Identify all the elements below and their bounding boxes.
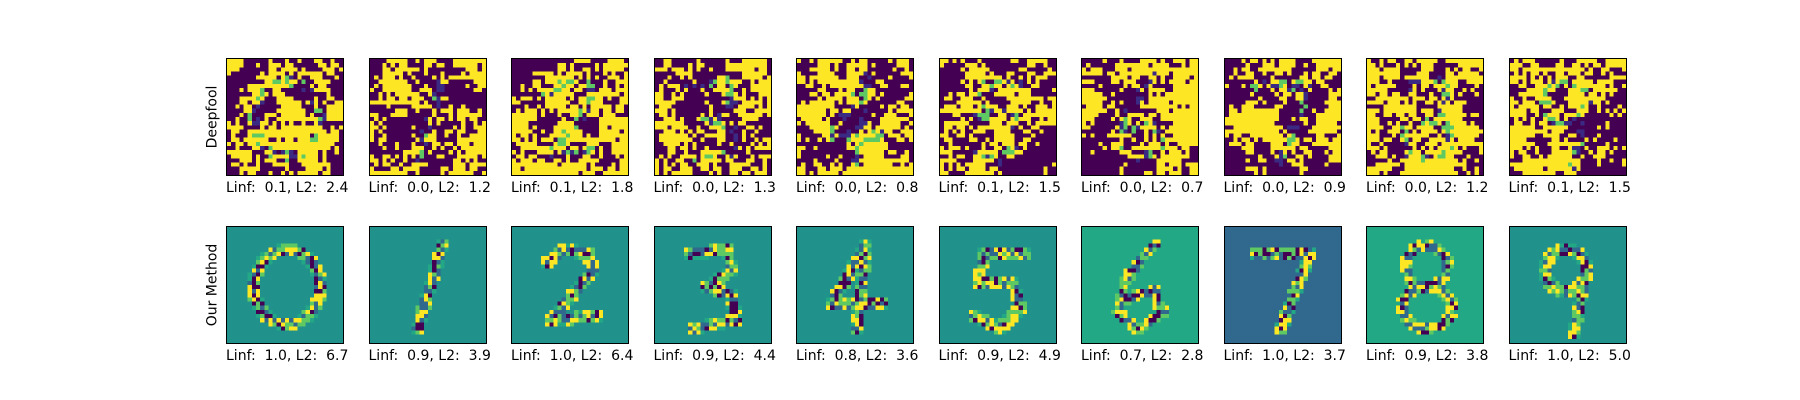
perturbation-canvas [369,227,486,343]
perturbation-canvas [654,227,771,343]
norm-caption: Linf: 0.9, L2: 3.9 [368,348,491,364]
perturbation-image-row1-digit0 [226,58,344,176]
perturbation-image-row2-digit5 [938,226,1057,344]
perturbation-canvas [939,59,1056,175]
perturbation-canvas [512,227,628,343]
perturbation-canvas [1082,227,1198,343]
perturbation-canvas [1082,59,1198,175]
norm-caption: Linf: 1.0, L2: 3.7 [1223,348,1346,364]
perturbation-canvas [227,59,343,175]
perturbation-image-row2-digit9 [1508,226,1627,344]
perturbation-canvas [1509,59,1626,175]
perturbation-image-row1-digit8 [1366,58,1484,176]
norm-caption: Linf: 0.9, L2: 3.8 [1366,348,1489,364]
norm-caption: Linf: 0.9, L2: 4.9 [938,348,1061,364]
perturbation-image-row1-digit4 [796,58,914,176]
perturbation-image-row1-digit7 [1223,58,1342,176]
perturbation-image-row2-digit6 [1081,226,1199,344]
perturbation-canvas [1367,227,1483,343]
norm-caption: Linf: 0.9, L2: 4.4 [653,348,776,364]
norm-caption: Linf: 0.0, L2: 1.3 [653,180,776,196]
norm-caption: Linf: 0.7, L2: 2.8 [1081,348,1204,364]
norm-caption: Linf: 0.0, L2: 0.9 [1223,180,1346,196]
perturbation-canvas [1509,227,1626,343]
norm-caption: Linf: 0.0, L2: 1.2 [368,180,491,196]
norm-caption: Linf: 0.0, L2: 1.2 [1366,180,1489,196]
perturbation-canvas [797,227,913,343]
perturbation-canvas [654,59,771,175]
perturbation-image-row1-digit6 [1081,58,1199,176]
perturbation-image-row2-digit0 [226,226,344,344]
perturbation-image-row1-digit9 [1508,58,1627,176]
perturbation-canvas [939,227,1056,343]
row-label-deepfool: Deepfool [203,85,220,149]
norm-caption: Linf: 0.8, L2: 3.6 [796,348,919,364]
perturbation-canvas [1224,227,1341,343]
perturbation-image-row1-digit2 [511,58,629,176]
norm-caption: Linf: 0.1, L2: 1.5 [938,180,1061,196]
perturbation-image-row2-digit8 [1366,226,1484,344]
perturbation-canvas [1224,59,1341,175]
norm-caption: Linf: 1.0, L2: 6.7 [226,348,349,364]
perturbation-image-row2-digit4 [796,226,914,344]
perturbation-image-row1-digit1 [368,58,487,176]
perturbation-image-row2-digit3 [653,226,772,344]
norm-caption: Linf: 0.0, L2: 0.7 [1081,180,1204,196]
norm-caption: Linf: 0.1, L2: 1.8 [511,180,634,196]
perturbation-image-row2-digit7 [1223,226,1342,344]
perturbation-image-row2-digit2 [511,226,629,344]
perturbation-canvas [797,59,913,175]
perturbation-canvas [512,59,628,175]
norm-caption: Linf: 1.0, L2: 5.0 [1508,348,1631,364]
row-label-our-method: Our Method [203,243,220,327]
perturbation-canvas [369,59,486,175]
perturbation-image-row1-digit3 [653,58,772,176]
norm-caption: Linf: 0.1, L2: 2.4 [226,180,349,196]
norm-caption: Linf: 0.0, L2: 0.8 [796,180,919,196]
perturbation-canvas [1367,59,1483,175]
norm-caption: Linf: 0.1, L2: 1.5 [1508,180,1631,196]
perturbation-image-row1-digit5 [938,58,1057,176]
perturbation-image-row2-digit1 [368,226,487,344]
norm-caption: Linf: 1.0, L2: 6.4 [511,348,634,364]
perturbation-canvas [227,227,343,343]
